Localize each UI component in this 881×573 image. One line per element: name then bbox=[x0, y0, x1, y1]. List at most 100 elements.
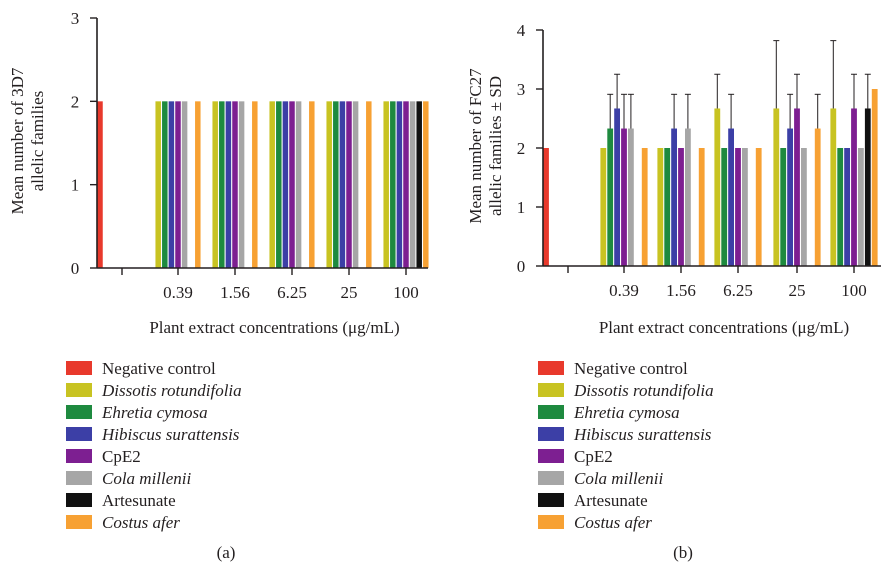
legend-swatch-a-4 bbox=[66, 449, 92, 463]
x-tick-label-a-5: 100 bbox=[393, 283, 419, 302]
y-axis-title-line: Mean number of 3D7 bbox=[8, 67, 27, 214]
y-tick-label-b-3: 3 bbox=[517, 80, 526, 99]
bar-a-costus-afer-3 bbox=[309, 101, 315, 268]
legend-label-b-7: Costus afer bbox=[574, 513, 652, 532]
bar-a-cpe2-2 bbox=[232, 101, 238, 268]
bar-a-costus-afer-5 bbox=[423, 101, 429, 268]
bar-b-dissotis-rotundifolia-1 bbox=[600, 148, 607, 266]
bar-b-hibiscus-surattensis-3 bbox=[728, 128, 734, 266]
legend-label-b-3: Hibiscus surattensis bbox=[573, 425, 712, 444]
legend-swatch-b-5 bbox=[538, 471, 564, 485]
bar-b-dissotis-rotundifolia-4 bbox=[773, 108, 780, 266]
bar-a-dissotis-rotundifolia-1 bbox=[155, 101, 161, 268]
bar-b-dissotis-rotundifolia-2 bbox=[657, 148, 664, 266]
panel-label-a: (a) bbox=[217, 543, 236, 562]
bar-b-costus-afer-5 bbox=[871, 89, 878, 266]
bar-a-cola-millenii-2 bbox=[238, 101, 245, 268]
legend-label-a-1: Dissotis rotundifolia bbox=[101, 381, 242, 400]
legend-label-a-4: CpE2 bbox=[102, 447, 141, 466]
y-tick-label-b-2: 2 bbox=[517, 139, 526, 158]
x-tick-label-b-4: 25 bbox=[789, 281, 806, 300]
legend-label-a-7: Costus afer bbox=[102, 513, 180, 532]
legend-label-a-0: Negative control bbox=[102, 359, 216, 378]
bar-b-cpe2-3 bbox=[735, 148, 741, 266]
y-tick-label-b-0: 0 bbox=[517, 257, 526, 276]
bar-b-cpe2-2 bbox=[678, 148, 684, 266]
y-axis-title-line: allelic families ± SD bbox=[486, 76, 505, 216]
bar-b-ehretia-cymosa-4 bbox=[780, 148, 787, 266]
legend-label-b-0: Negative control bbox=[574, 359, 688, 378]
y-axis-title-line: Mean number of FC27 bbox=[466, 68, 485, 224]
bar-b-dissotis-rotundifolia-3 bbox=[714, 108, 721, 266]
legend-swatch-a-7 bbox=[66, 515, 92, 529]
y-tick-label-a-1: 1 bbox=[71, 176, 80, 195]
legend-swatch-b-1 bbox=[538, 383, 564, 397]
bar-b-cpe2-4 bbox=[794, 108, 800, 266]
x-axis-title-a: Plant extract concentrations (μg/mL) bbox=[149, 318, 399, 337]
legend-swatch-a-0 bbox=[66, 361, 92, 375]
bar-b-negative-control-0 bbox=[543, 148, 549, 266]
y-tick-label-a-0: 0 bbox=[71, 259, 80, 278]
legend-swatch-a-5 bbox=[66, 471, 92, 485]
x-tick-label-a-1: 0.39 bbox=[163, 283, 193, 302]
bar-b-hibiscus-surattensis-5 bbox=[844, 148, 850, 266]
x-tick-label-b-3: 6.25 bbox=[723, 281, 753, 300]
panel-label-b: (b) bbox=[673, 543, 693, 562]
bar-b-costus-afer-2 bbox=[698, 148, 705, 266]
bar-b-hibiscus-surattensis-2 bbox=[671, 128, 677, 266]
y-axis-title-a: Mean number of 3D7allelic families bbox=[8, 67, 47, 214]
y-axis-title-line: allelic families bbox=[28, 91, 47, 192]
bar-b-costus-afer-4 bbox=[814, 128, 821, 266]
y-axis-title-b: Mean number of FC27allelic families ± SD bbox=[466, 68, 505, 224]
bar-a-negative-control-0 bbox=[97, 101, 103, 268]
legend-label-a-3: Hibiscus surattensis bbox=[101, 425, 240, 444]
bar-a-cpe2-4 bbox=[346, 101, 352, 268]
bar-a-ehretia-cymosa-1 bbox=[162, 101, 168, 268]
x-tick-label-b-1: 0.39 bbox=[609, 281, 639, 300]
x-tick-label-b-2: 1.56 bbox=[666, 281, 696, 300]
bar-b-ehretia-cymosa-1 bbox=[607, 128, 614, 266]
legend-swatch-b-3 bbox=[538, 427, 564, 441]
bar-a-costus-afer-2 bbox=[252, 101, 258, 268]
legend-label-b-6: Artesunate bbox=[574, 491, 648, 510]
legend-swatch-a-2 bbox=[66, 405, 92, 419]
bar-b-cola-millenii-4 bbox=[801, 148, 807, 266]
legend-swatch-a-3 bbox=[66, 427, 92, 441]
legend-swatch-b-6 bbox=[538, 493, 564, 507]
bar-b-cpe2-1 bbox=[621, 128, 627, 266]
chart-panel-a: 0 1 2 3 0.39 1.56 6.25 25 100 Plant extract conce… bbox=[8, 9, 429, 562]
bar-a-ehretia-cymosa-4 bbox=[333, 101, 339, 268]
bar-b-cola-millenii-5 bbox=[858, 148, 864, 266]
bar-b-cola-millenii-2 bbox=[685, 128, 691, 266]
x-axis-title-b: Plant extract concentrations (μg/mL) bbox=[599, 318, 849, 337]
bar-a-dissotis-rotundifolia-2 bbox=[212, 101, 218, 268]
bar-b-ehretia-cymosa-2 bbox=[664, 148, 671, 266]
bar-a-dissotis-rotundifolia-5 bbox=[383, 101, 389, 268]
x-tick-label-a-3: 6.25 bbox=[277, 283, 307, 302]
bar-b-hibiscus-surattensis-4 bbox=[787, 128, 793, 266]
y-tick-label-a-3: 3 bbox=[71, 9, 80, 28]
y-tick-label-a-2: 2 bbox=[71, 92, 80, 111]
bar-a-hibiscus-surattensis-2 bbox=[225, 101, 232, 268]
chart-panel-b: 0 1 2 3 4 0.39 1.56 6.25 25 100 Plant extract conc… bbox=[466, 21, 881, 562]
bar-a-cpe2-3 bbox=[289, 101, 295, 268]
bar-a-cpe2-1 bbox=[175, 101, 181, 268]
legend-label-b-4: CpE2 bbox=[574, 447, 613, 466]
legend-label-a-6: Artesunate bbox=[102, 491, 176, 510]
bar-a-dissotis-rotundifolia-3 bbox=[269, 101, 275, 268]
bar-a-ehretia-cymosa-2 bbox=[219, 101, 225, 268]
bar-a-costus-afer-1 bbox=[195, 101, 201, 268]
bar-b-cola-millenii-3 bbox=[742, 148, 748, 266]
bar-a-cola-millenii-5 bbox=[409, 101, 416, 268]
bar-a-costus-afer-4 bbox=[366, 101, 372, 268]
bar-b-cpe2-5 bbox=[851, 108, 857, 266]
legend-label-b-2: Ehretia cymosa bbox=[573, 403, 680, 422]
legend-label-b-1: Dissotis rotundifolia bbox=[573, 381, 714, 400]
bar-a-ehretia-cymosa-3 bbox=[276, 101, 282, 268]
bar-b-artesunate-5 bbox=[864, 108, 871, 266]
legend-swatch-a-1 bbox=[66, 383, 92, 397]
legend-swatch-b-0 bbox=[538, 361, 564, 375]
bar-a-cola-millenii-4 bbox=[352, 101, 359, 268]
bar-b-ehretia-cymosa-5 bbox=[837, 148, 844, 266]
